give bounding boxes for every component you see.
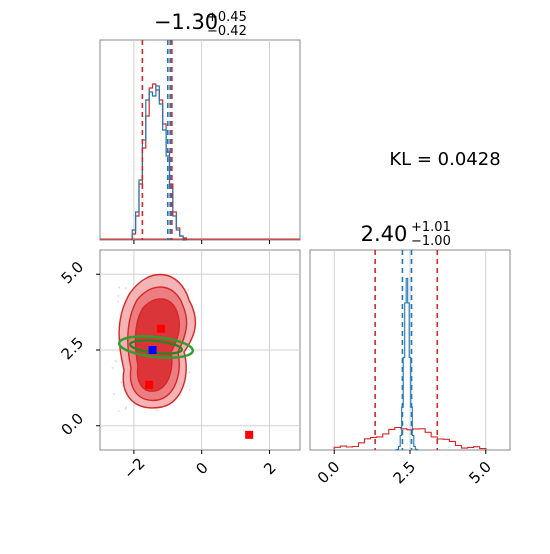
scatter-point: [124, 407, 127, 410]
panel-x-ticks: [133, 240, 270, 244]
panel-y-histograms: [333, 277, 487, 451]
blue-histogram-y: [395, 277, 419, 451]
red-marker-0: [157, 324, 166, 333]
panel-joint-markers: [145, 324, 254, 439]
tick-label-joint-y-0: 0.0: [58, 409, 88, 439]
scatter-point: [125, 406, 128, 409]
blue-histogram: [131, 85, 187, 241]
panel-x-grid: [133, 40, 270, 240]
tick-label-joint-x-1: 0: [192, 459, 211, 478]
scatter-point: [124, 287, 127, 290]
scatter-point: [118, 286, 121, 289]
red-marker-1: [145, 380, 154, 389]
panel-joint-y-ticks: 0.0 2.5 5.0: [58, 258, 100, 439]
kl-label: KL = 0.0428: [389, 149, 500, 170]
red-histogram-y: [333, 426, 487, 450]
scatter-point: [187, 289, 190, 292]
tick-label-joint-x-0: −2: [120, 454, 148, 482]
tick-label-joint-x-2: 2: [260, 459, 279, 478]
red-marker-2: [245, 430, 254, 439]
panel-joint-x-ticks: −2 0 2: [120, 450, 280, 483]
panel-y-title-sup: +1.01: [411, 220, 451, 235]
panel-x-title: −1.30: [154, 10, 218, 34]
red-contour-inner: [134, 298, 180, 392]
panel-x-marginal: −1.30 +0.45 −0.42: [99, 10, 301, 244]
panel-x-frame: [99, 39, 301, 241]
panel-x-histograms: [100, 83, 300, 241]
panel-y-marginal: 0.0 2.5 5.0 2.40 +1.01 −1.00: [309, 220, 511, 487]
red-density-contours: [118, 274, 197, 409]
scatter-point: [120, 381, 123, 384]
scatter-point: [117, 300, 120, 303]
scatter-point: [114, 360, 117, 363]
scatter-point: [156, 409, 158, 412]
scatter-point: [188, 371, 191, 374]
panel-x-title-sub: −0.42: [207, 24, 247, 39]
panel-y-title: 2.40: [361, 222, 408, 246]
scatter-point: [117, 294, 120, 297]
scatter-point: [179, 394, 182, 397]
panel-x-quantile-lines: [141, 40, 173, 240]
green-contour-outer: [117, 335, 195, 359]
panel-joint: −2 0 2 0.0 2.5 5.0: [58, 249, 301, 483]
blue-marker: [148, 346, 157, 354]
tick-label-joint-y-1: 2.5: [58, 334, 88, 364]
panel-y-title-sub: −1.00: [411, 234, 451, 249]
panel-x-title-sup: +0.45: [207, 10, 247, 25]
panel-y-ticks: 0.0 2.5 5.0: [314, 450, 495, 487]
tick-label-y-0: 0.0: [314, 458, 344, 488]
tick-label-y-1: 2.5: [390, 458, 420, 488]
scatter-point: [188, 388, 191, 391]
scatter-point: [112, 393, 115, 395]
scatter-point: [117, 410, 120, 412]
panel-y-grid: [333, 250, 487, 450]
scatter-point: [111, 366, 114, 369]
tick-label-joint-y-2: 5.0: [58, 258, 88, 288]
panel-y-quantile-lines: [374, 250, 439, 450]
tick-label-y-2: 5.0: [465, 458, 495, 488]
